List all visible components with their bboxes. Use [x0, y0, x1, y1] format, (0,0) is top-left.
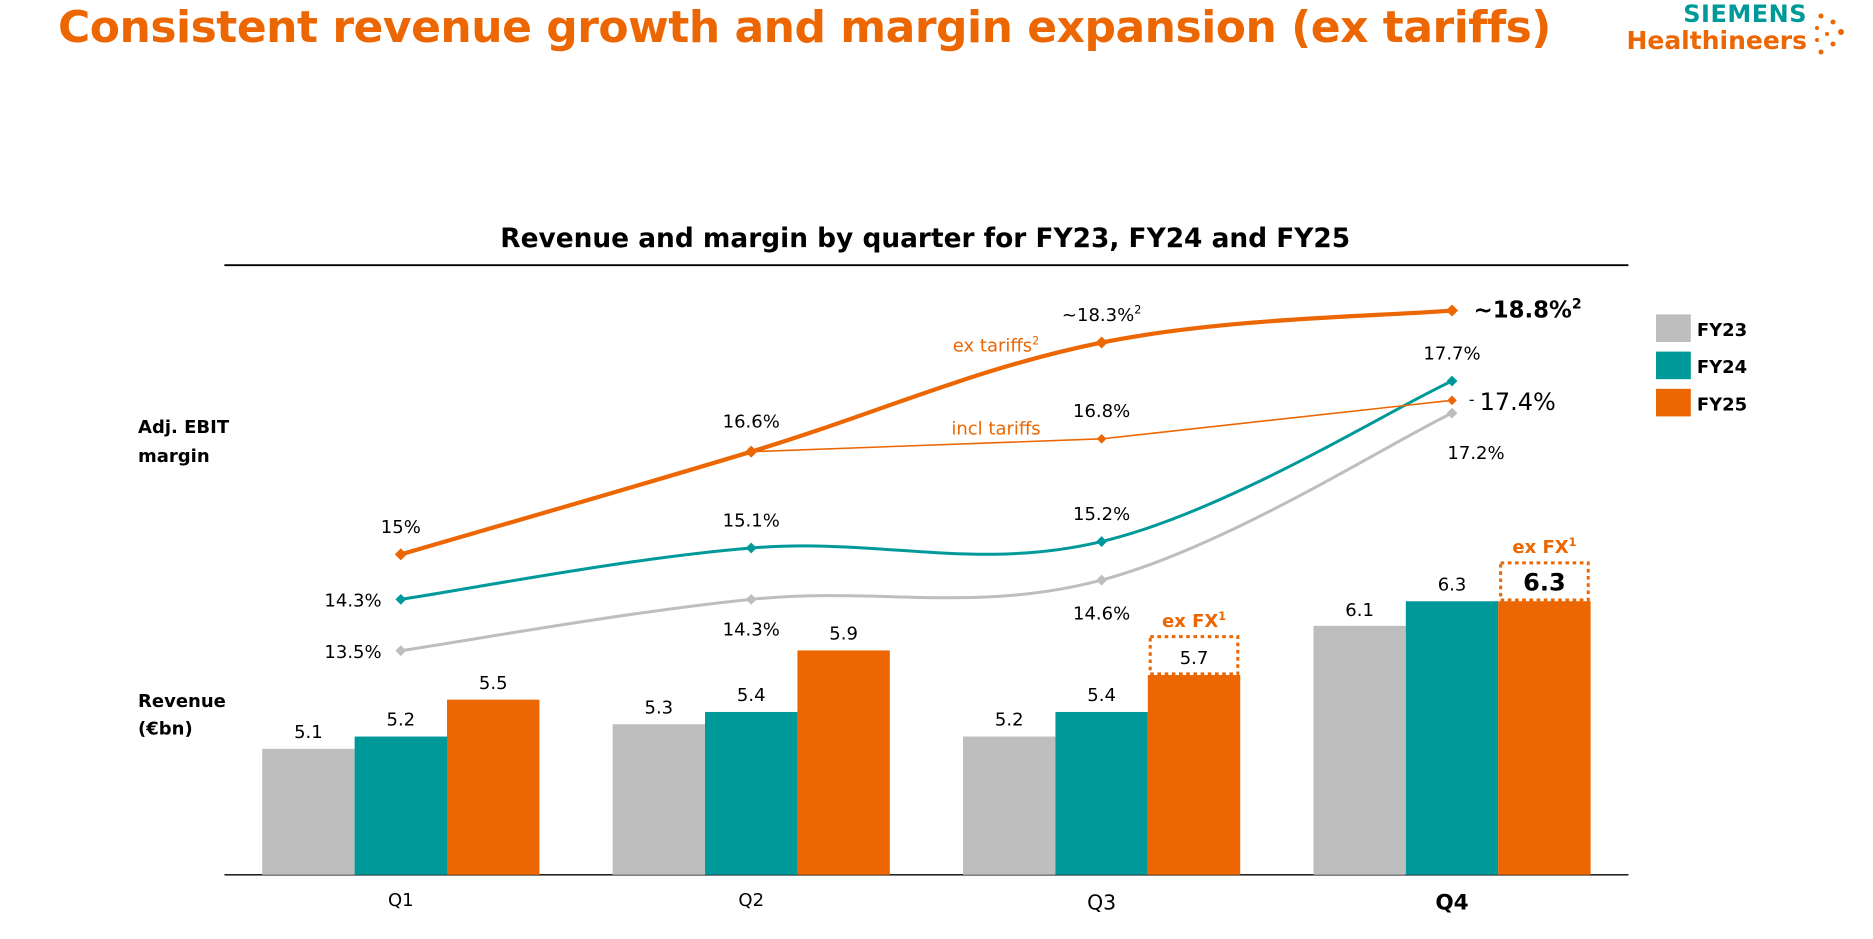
- marker-fy23: [745, 593, 757, 605]
- logo-healthineers: Healthineers: [1626, 26, 1807, 55]
- bar-fy24-q4: [1405, 601, 1499, 875]
- marker-fy23: [1446, 407, 1458, 419]
- marker-fy25-incl-tariffs: [746, 446, 757, 457]
- page-title: Consistent revenue growth and margin exp…: [58, 2, 1551, 53]
- bar-fy25-q1: [447, 699, 540, 875]
- legend-swatch-fy25: [1656, 388, 1691, 417]
- bar-label: 5.4: [1087, 685, 1116, 706]
- x-tick-label-q2: Q2: [738, 890, 764, 911]
- ex-fx-label: ex FX1: [1162, 610, 1226, 632]
- line-fy23: [400, 411, 1453, 653]
- legend-label-fy23: FY23: [1697, 320, 1747, 341]
- margin-label: ~18.3%2: [1062, 304, 1141, 326]
- row-label-margin: Adj. EBIT margin: [138, 417, 230, 467]
- ex-fx-label: ex FX1: [1512, 536, 1576, 558]
- marker-fy25-ex-tariffs: [394, 548, 407, 561]
- legend-swatch-fy23: [1656, 314, 1691, 342]
- margin-label: 14.3%: [324, 591, 381, 612]
- row-label-revenue: Revenue (€bn): [138, 691, 226, 740]
- bar-fy23-q2: [612, 724, 706, 875]
- bar-fy25-q3: [1147, 675, 1241, 875]
- bar-fy23-q4: [1313, 625, 1406, 875]
- marker-fy24: [395, 593, 407, 605]
- bar-label: 5.9: [829, 624, 858, 645]
- margin-label: 15.2%: [1073, 504, 1130, 525]
- marker-fy23: [395, 645, 407, 657]
- legend-label-fy24: FY24: [1697, 357, 1747, 378]
- marker-fy25-incl-tariffs: [1096, 434, 1107, 444]
- line-fy25-ex-tariffs: [400, 308, 1453, 557]
- ex-fx-box: [1148, 635, 1240, 676]
- bar-label: 5.2: [995, 710, 1024, 731]
- logo-dots-icon: [1815, 13, 1844, 55]
- bar-label: 5.2: [386, 710, 415, 731]
- margin-label: 16.8%: [1073, 401, 1130, 422]
- bar-fy24-q1: [354, 736, 448, 875]
- margin-label: 14.6%: [1073, 604, 1130, 625]
- marker-fy25-ex-tariffs: [1095, 336, 1108, 349]
- margin-label: 16.6%: [723, 412, 780, 433]
- line-fy24: [400, 379, 1453, 601]
- marker-fy24: [1096, 536, 1108, 547]
- bar-label: 5.5: [479, 673, 508, 694]
- logo-siemens: SIEMENS: [1683, 0, 1807, 28]
- marker-fy25-ex-tariffs: [1446, 304, 1459, 317]
- bar-label: 6.3: [1523, 568, 1566, 596]
- annotation-incl-tariffs: incl tariffs: [951, 418, 1040, 439]
- bar-fy25-q2: [797, 650, 890, 875]
- marker-fy24: [1446, 375, 1458, 387]
- bar-label: 5.1: [294, 722, 323, 743]
- margin-label: 14.3%: [723, 619, 780, 640]
- marker-fy23: [1096, 574, 1108, 586]
- bar-label: 6.3: [1438, 574, 1467, 595]
- marker-fy25-incl-tariffs: [1447, 395, 1457, 406]
- margin-label: ~18.8%2: [1474, 297, 1582, 324]
- margin-label: 15.1%: [723, 510, 780, 531]
- bar-fy24-q2: [705, 711, 798, 875]
- ex-fx-box: [1499, 561, 1590, 602]
- bar-fy23-q1: [262, 748, 355, 875]
- bar-fy23-q3: [963, 736, 1056, 875]
- margin-label: 13.5%: [324, 642, 381, 663]
- legend-swatch-fy24: [1656, 351, 1691, 380]
- chart-title: Revenue and margin by quarter for FY23, …: [500, 223, 1350, 254]
- bar-fy25-q4: [1498, 601, 1591, 875]
- bar-label: 5.4: [737, 685, 766, 706]
- margin-label-leader: -: [1469, 391, 1475, 409]
- legend-label-fy25: FY25: [1697, 394, 1747, 415]
- margin-label: 17.4%: [1480, 388, 1556, 416]
- x-tick-label-q4: Q4: [1435, 891, 1468, 916]
- bar-fy24-q3: [1055, 711, 1148, 875]
- bar-label: 5.7: [1180, 648, 1209, 669]
- margin-label: 15%: [381, 517, 421, 538]
- x-tick-label-q1: Q1: [388, 890, 414, 911]
- x-tick-label-q3: Q3: [1087, 891, 1116, 915]
- margin-label: 17.2%: [1447, 443, 1504, 464]
- marker-fy24: [745, 542, 757, 554]
- annotation-ex-tariffs: ex tariffs2: [953, 334, 1040, 356]
- bar-label: 5.3: [644, 697, 673, 718]
- siemens-healthineers-logo: SIEMENS Healthineers: [1626, 0, 1847, 55]
- bar-label: 6.1: [1345, 600, 1374, 621]
- margin-label: 17.7%: [1423, 343, 1480, 364]
